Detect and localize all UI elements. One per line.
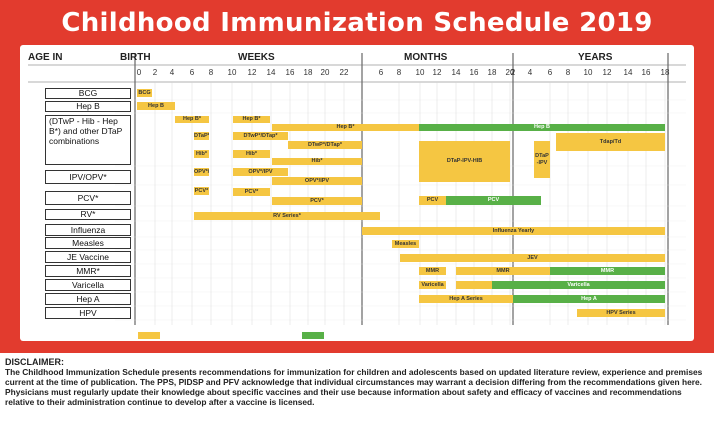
legend-note: *Primary doses are given at least 4 week…: [498, 332, 636, 339]
bar-bcg: BCG: [137, 89, 152, 97]
bar-hepa: Hep A Series: [419, 295, 513, 303]
tick-label: 20: [505, 68, 515, 77]
bar-opv-small: OPV*/IPV: [194, 168, 209, 176]
page-title: Childhood Immunization Schedule 2019: [61, 8, 653, 38]
header-years: YEARS: [578, 52, 613, 63]
bar-hepa-catch: Hep A: [513, 295, 665, 303]
disclaimer-heading: DISCLAIMER:: [5, 357, 64, 367]
legend-catchup: Catch Up Immunization: [328, 332, 396, 339]
tick-label: 14: [451, 68, 461, 77]
vaccine-label: RV*: [45, 209, 131, 220]
vaccine-label: Varicella: [45, 279, 131, 291]
header-age-in: AGE IN: [28, 52, 63, 63]
legend-catchup-swatch: [302, 332, 324, 339]
tick-label: 6: [378, 68, 384, 77]
bar-je: JEV: [400, 254, 665, 262]
bar-hib2: Hib*: [233, 150, 270, 158]
tick-label: 22: [339, 68, 349, 77]
vaccine-label: JE Vaccine: [45, 251, 131, 263]
bar-hepb3: Hep B*: [272, 124, 419, 131]
vaccine-label: Hep A: [45, 293, 131, 305]
tick-label: 12: [432, 68, 442, 77]
tick-label: 8: [396, 68, 402, 77]
bar-hepb1: Hep B*: [175, 116, 209, 123]
vaccine-label: Influenza: [45, 224, 131, 236]
bar-dtap-ipv-hib: DTaP-IPV-HIB: [419, 141, 510, 182]
bar-pcv-catch: PCV: [446, 196, 541, 205]
vaccine-label: HPV: [45, 307, 131, 319]
vaccine-label: PCV*: [45, 191, 131, 205]
legend-recommended: Range of Recommended Age: [162, 332, 248, 339]
bar-hepb: Hep B: [137, 102, 175, 110]
schedule-card: AGE IN BIRTH WEEKS MONTHS YEARS 0 2 4 6 8 10 1…: [20, 45, 694, 341]
tick-label: 10: [583, 68, 593, 77]
vaccine-label: BCG: [45, 88, 131, 99]
tick-label: 10: [227, 68, 237, 77]
tick-label: 8: [208, 68, 214, 77]
vaccine-label: Hep B: [45, 101, 131, 112]
tick-label: 16: [469, 68, 479, 77]
header-birth: BIRTH: [120, 52, 151, 63]
tick-label: 10: [415, 68, 425, 77]
bar-hepb2: Hep B*: [233, 116, 270, 123]
bar-hib1: Hib*: [194, 150, 209, 158]
tick-label: 0: [136, 68, 142, 77]
bar-hepb-catch: Hep B: [419, 124, 665, 131]
bar-tdap: Tdap/Td: [556, 133, 665, 151]
bar-pcv3: PCV*: [272, 197, 362, 205]
tick-label: 4: [169, 68, 175, 77]
bar-pcv1: PCV*: [194, 187, 209, 195]
tick-label: 18: [487, 68, 497, 77]
bar-var1: Varicella: [419, 281, 446, 289]
tick-label: 8: [565, 68, 571, 77]
bar-opv2: OPV*/IPV: [272, 177, 362, 185]
vaccine-label: Measles: [45, 237, 131, 249]
vaccine-label: MMR*: [45, 265, 131, 277]
header-weeks: WEEKS: [238, 52, 275, 63]
tick-label: 2: [510, 68, 516, 77]
bar-hib3: Hib*: [272, 158, 362, 165]
tick-label: 14: [623, 68, 633, 77]
tick-label: 6: [189, 68, 195, 77]
tick-label: 14: [266, 68, 276, 77]
bar-dtap-small: DTaP* /DTaP: [194, 132, 209, 140]
header-months: MONTHS: [404, 52, 448, 63]
bar-dtap-ipv: DTaP -IPV: [534, 141, 550, 178]
bar-dtap1: DTwP*/DTap*: [233, 132, 288, 140]
vaccine-label: IPV/OPV*: [45, 170, 131, 184]
tick-label: 16: [285, 68, 295, 77]
tick-label: 4: [527, 68, 533, 77]
tick-label: 12: [247, 68, 257, 77]
bar-dtap2: DTwP*/DTap*: [288, 141, 362, 149]
tick-label: 20: [320, 68, 330, 77]
tick-label: 12: [602, 68, 612, 77]
bar-mmr2: MMR: [456, 267, 550, 275]
bar-rv: RV Series*: [194, 212, 380, 220]
tick-label: 18: [303, 68, 313, 77]
bar-hpv: HPV Series: [577, 309, 665, 317]
tick-label: 16: [641, 68, 651, 77]
bar-pcv4: PCV: [419, 196, 446, 205]
disclaimer: DISCLAIMER: The Childhood Immunization S…: [0, 353, 714, 425]
bar-mmr1: MMR: [419, 267, 446, 275]
schedule-frame: Childhood Immunization Schedule 2019 AGE…: [0, 0, 714, 353]
disclaimer-text: The Childhood Immunization Schedule pres…: [5, 367, 703, 407]
tick-label: 6: [547, 68, 553, 77]
bar-var-catch: Varicella: [492, 281, 665, 289]
legend-recommended-swatch-box: [138, 332, 160, 339]
bar-mmr-catch: MMR: [550, 267, 665, 275]
tick-label: 2: [152, 68, 158, 77]
bar-opv1: OPV*/IPV: [233, 168, 288, 176]
vaccine-label: (DTwP - Hib - Hep B*) and other DTaP com…: [45, 115, 131, 165]
bar-measles: Measles: [392, 240, 419, 248]
bar-influenza: Influenza Yearly: [362, 227, 665, 235]
tick-label: 18: [660, 68, 670, 77]
bar-pcv2: PCV*: [233, 188, 270, 196]
